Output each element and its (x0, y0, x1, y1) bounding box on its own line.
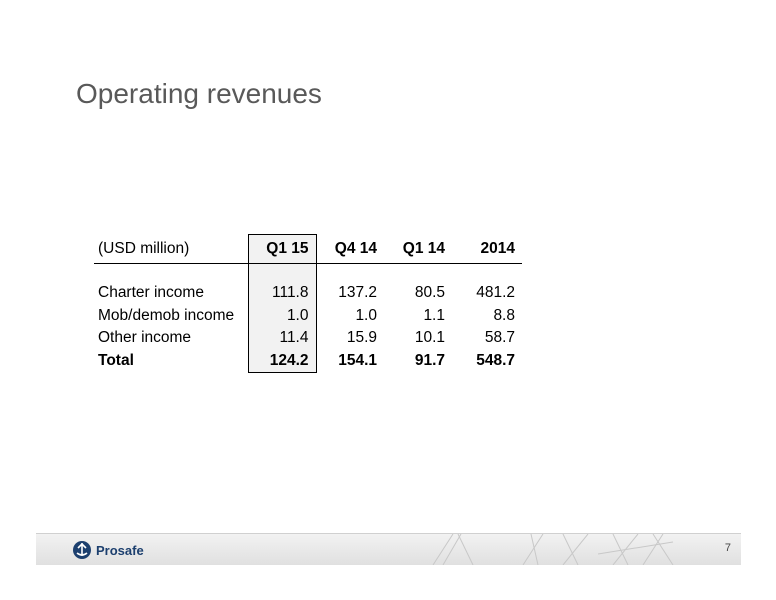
prosafe-logo: Prosafe (72, 540, 144, 560)
page-number: 7 (724, 542, 731, 554)
revenue-table: (USD million) Q1 15 Q4 14 Q1 14 2014 Cha… (94, 234, 522, 373)
table-cell: 91.7 (414, 351, 445, 369)
column-header: 2014 (452, 234, 522, 264)
row-label: Total (98, 351, 134, 369)
page-title: Operating revenues (76, 78, 322, 109)
table-cell: 548.7 (476, 351, 515, 369)
column-header: Q1 15 (247, 234, 317, 264)
spacer-row (94, 263, 522, 282)
table-cell: 1.0 (355, 306, 377, 324)
row-label: Other income (98, 329, 192, 346)
column-header: Q1 14 (384, 234, 452, 264)
slide-footer: Prosafe 7 (36, 533, 741, 565)
table-cell: 8.8 (493, 306, 515, 324)
table-row: Mob/demob income 1.0 1.0 1.1 8.8 (94, 304, 522, 327)
prosafe-logo-icon (73, 541, 91, 559)
table-cell: 111.8 (247, 282, 317, 305)
table-cell: 124.2 (247, 349, 317, 373)
table-row: Charter income 111.8 137.2 80.5 481.2 (94, 282, 522, 305)
footer-decoration (432, 534, 674, 565)
table-row: Other income 11.4 15.9 10.1 58.7 (94, 327, 522, 350)
total-row: Total 124.2 154.1 91.7 548.7 (94, 349, 522, 373)
table-cell: 154.1 (338, 351, 377, 369)
table-cell: 11.4 (247, 327, 317, 350)
column-header: Q4 14 (316, 234, 384, 264)
table-cell: 15.9 (346, 329, 377, 346)
table-cell: 58.7 (484, 329, 515, 346)
table-cell: 137.2 (338, 284, 377, 301)
unit-label: (USD million) (94, 234, 248, 264)
table-cell: 481.2 (476, 284, 515, 301)
logo-text: Prosafe (96, 542, 144, 558)
table-header-row: (USD million) Q1 15 Q4 14 Q1 14 2014 (94, 234, 522, 264)
table-cell: 10.1 (414, 329, 445, 346)
table-cell: 1.1 (423, 306, 445, 324)
table-cell: 80.5 (414, 284, 445, 301)
row-label: Charter income (98, 284, 204, 301)
row-label: Mob/demob income (98, 306, 235, 324)
table-cell: 1.0 (247, 304, 317, 327)
revenue-table-container: (USD million) Q1 15 Q4 14 Q1 14 2014 Cha… (94, 234, 522, 373)
